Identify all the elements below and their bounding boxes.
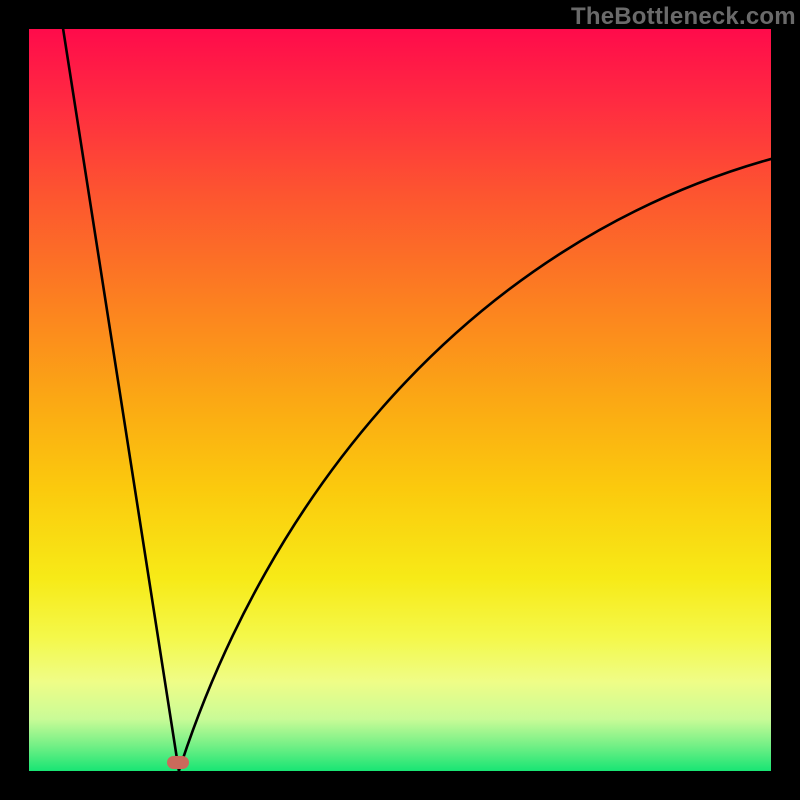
plot-svg bbox=[29, 29, 771, 771]
gradient-background bbox=[29, 29, 771, 771]
plot-area bbox=[29, 29, 771, 771]
watermark-text: TheBottleneck.com bbox=[571, 3, 796, 31]
vertex-marker bbox=[167, 756, 189, 769]
